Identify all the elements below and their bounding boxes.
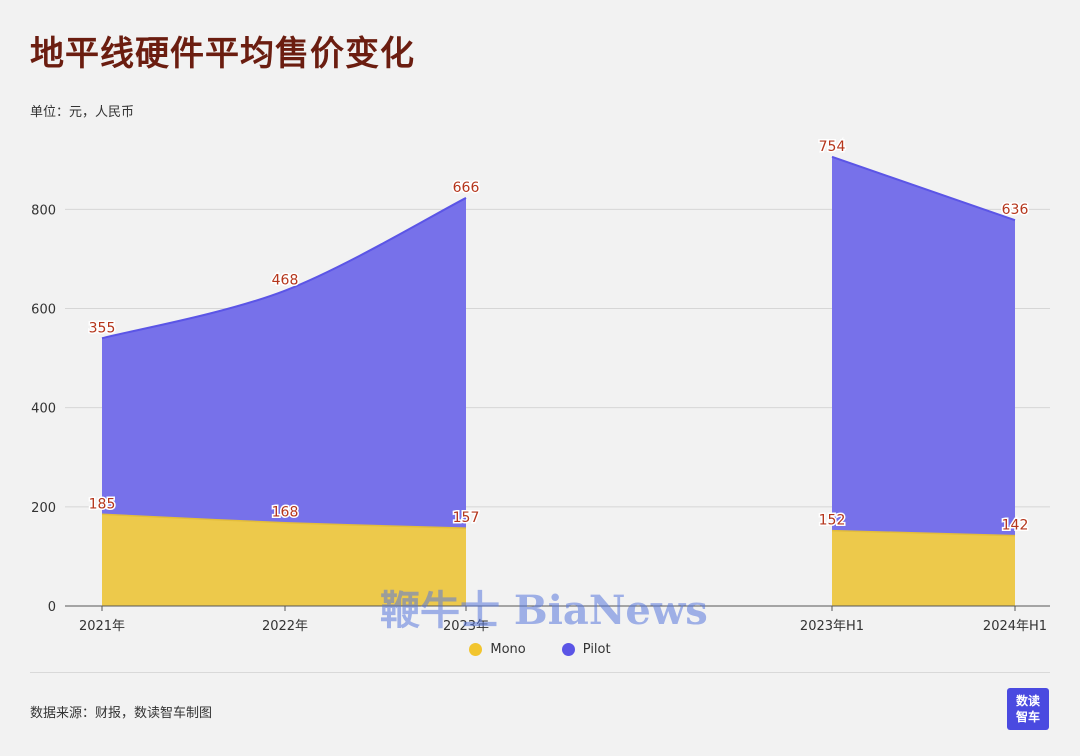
- legend: Mono Pilot: [0, 642, 1080, 657]
- y-tick-label: 800: [31, 203, 56, 218]
- x-tick-label: 2022年: [262, 619, 308, 634]
- mono-line-group-0: [101, 513, 467, 529]
- data-label-pilot: 666: [453, 180, 480, 196]
- legend-marker-mono: [469, 643, 483, 656]
- axes: 0 200 400 600 800 2021年 2022年 2023年 2023年H1 2024年…: [31, 203, 1050, 634]
- y-tick-label: 600: [31, 303, 56, 318]
- x-tick-label: 2021年: [79, 619, 125, 634]
- unit-subtitle: 单位：元，人民币: [30, 105, 135, 120]
- pilot-line-group-1: [831, 155, 1016, 222]
- x-tick-label: 2023年: [443, 619, 489, 634]
- watermark-text: 鞭牛士 BiaNews: [380, 587, 708, 634]
- data-label-mono: 185: [89, 496, 116, 512]
- data-label-pilot: 355: [89, 320, 116, 336]
- area-series: [101, 155, 1016, 606]
- pilot-area-group-1: [832, 156, 1015, 536]
- logo-line-1: 数读: [1015, 694, 1040, 708]
- y-tick-label: 400: [31, 402, 56, 417]
- brand-logo: 数读 智车: [1007, 688, 1049, 730]
- chart-area: 0 200 400 600 800 2021年 2022年 2023年 2023年H1 2024年…: [31, 137, 1050, 634]
- data-label-mono: 152: [819, 513, 846, 529]
- chart-title: 地平线硬件平均售价变化: [30, 34, 415, 74]
- source-note: 数据来源：财报，数读智车制图: [30, 706, 213, 721]
- x-tick-label: 2023年H1: [800, 619, 864, 634]
- y-tick-label: 200: [31, 501, 56, 516]
- y-tick-label: 0: [48, 600, 56, 615]
- mono-line-group-1: [831, 529, 1016, 537]
- data-label-pilot: 754: [819, 139, 846, 155]
- legend-marker-pilot: [561, 643, 575, 656]
- pilot-line-group-0: [101, 197, 467, 340]
- legend-label-mono: Mono: [490, 642, 526, 657]
- mono-area-group-1: [832, 530, 1015, 606]
- legend-label-pilot: Pilot: [582, 642, 611, 657]
- footer-divider: [30, 672, 1050, 673]
- mono-area-group-0: [102, 514, 466, 606]
- data-label-pilot: 468: [272, 273, 299, 289]
- logo-line-2: 智车: [1015, 710, 1040, 724]
- data-label-mono: 142: [1002, 518, 1029, 534]
- data-label-pilot: 636: [1002, 202, 1029, 218]
- data-label-mono: 168: [272, 505, 299, 521]
- pilot-area-group-0: [102, 197, 466, 529]
- data-label-mono: 157: [453, 510, 480, 526]
- legend-item-pilot[interactable]: Pilot: [561, 642, 611, 657]
- legend-item-mono[interactable]: Mono: [469, 642, 526, 657]
- x-tick-label: 2024年H1: [983, 619, 1047, 634]
- data-labels: 185 355 168 468 157 666 152 754 142 636: [87, 137, 1030, 535]
